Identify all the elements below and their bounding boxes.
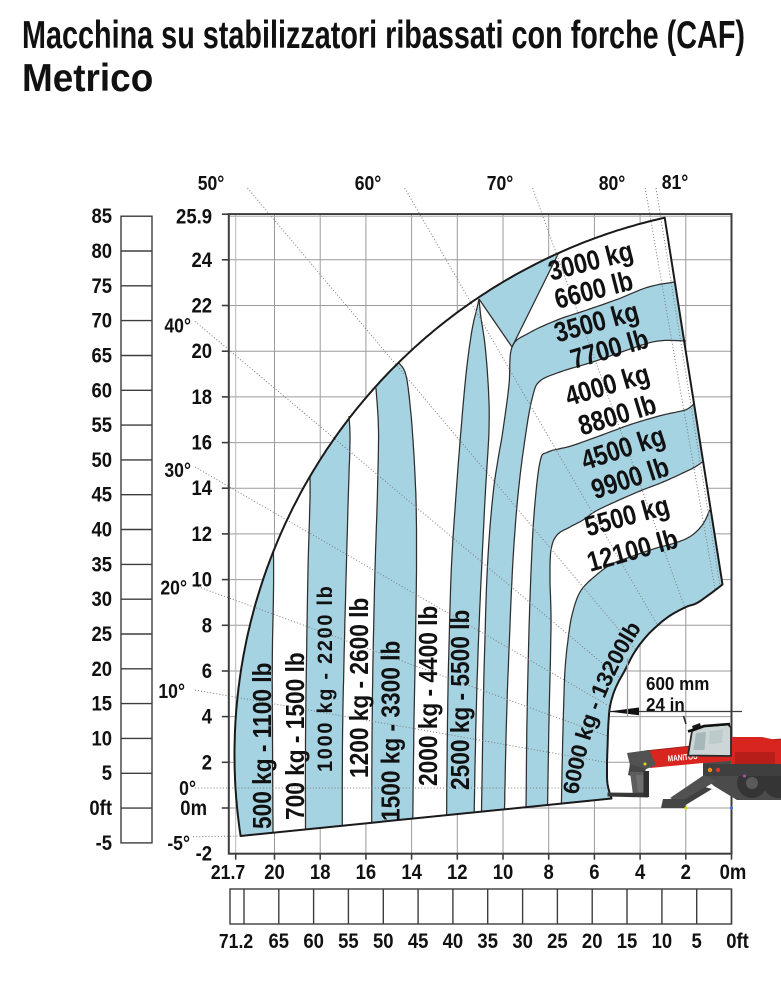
svg-text:70°: 70°: [487, 172, 514, 194]
svg-text:-2: -2: [196, 843, 212, 866]
svg-text:80°: 80°: [599, 172, 626, 194]
svg-text:16: 16: [356, 861, 377, 884]
svg-text:30: 30: [512, 930, 533, 953]
svg-text:50°: 50°: [198, 172, 225, 194]
svg-text:10: 10: [652, 930, 673, 953]
svg-text:75: 75: [91, 275, 112, 298]
svg-text:60°: 60°: [355, 172, 382, 194]
svg-text:6: 6: [589, 861, 599, 884]
svg-text:6: 6: [202, 660, 212, 683]
svg-text:4: 4: [202, 706, 212, 729]
svg-text:55: 55: [91, 414, 112, 437]
svg-text:70: 70: [91, 310, 112, 333]
svg-text:10: 10: [191, 569, 212, 592]
svg-text:4: 4: [635, 861, 645, 884]
svg-text:Macchina su stabilizzatori rib: Macchina su stabilizzatori ribassati con…: [22, 14, 745, 57]
svg-text:0m: 0m: [180, 797, 207, 820]
svg-text:1500 kg - 3300 lb: 1500 kg - 3300 lb: [377, 641, 406, 821]
svg-text:60: 60: [303, 930, 324, 953]
svg-text:14: 14: [401, 861, 422, 884]
svg-text:65: 65: [91, 344, 112, 367]
svg-text:18: 18: [310, 861, 331, 884]
svg-text:10: 10: [493, 861, 514, 884]
svg-text:81°: 81°: [662, 171, 689, 193]
svg-text:65: 65: [269, 930, 290, 953]
svg-text:15: 15: [91, 693, 112, 716]
svg-text:0m: 0m: [720, 861, 747, 884]
svg-text:0ft: 0ft: [89, 797, 112, 820]
svg-text:8: 8: [544, 861, 554, 884]
svg-text:25: 25: [91, 623, 112, 646]
svg-text:20: 20: [582, 930, 603, 953]
svg-text:30: 30: [91, 588, 112, 611]
svg-text:2000 kg - 4400 lb: 2000 kg - 4400 lb: [415, 606, 444, 786]
svg-text:-5°: -5°: [167, 832, 190, 854]
svg-text:45: 45: [408, 930, 429, 953]
svg-text:85: 85: [91, 205, 112, 228]
svg-text:Metrico: Metrico: [22, 57, 153, 100]
svg-text:8: 8: [202, 614, 212, 637]
svg-text:50: 50: [373, 930, 394, 953]
svg-text:2: 2: [681, 861, 691, 884]
svg-text:40: 40: [91, 518, 112, 541]
svg-text:700 kg - 1500 lb: 700 kg - 1500 lb: [282, 652, 311, 820]
svg-text:12: 12: [191, 523, 212, 546]
svg-text:60: 60: [91, 379, 112, 402]
svg-text:30°: 30°: [164, 459, 191, 481]
svg-text:10: 10: [91, 727, 112, 750]
svg-text:21.7: 21.7: [211, 861, 245, 883]
svg-text:20°: 20°: [160, 576, 187, 598]
svg-text:20: 20: [91, 658, 112, 681]
svg-text:2500 kg - 5500 lb: 2500 kg - 5500 lb: [447, 610, 476, 790]
svg-text:18: 18: [191, 386, 212, 409]
svg-text:24: 24: [191, 249, 212, 272]
svg-text:71.2: 71.2: [219, 930, 253, 952]
svg-text:40°: 40°: [164, 315, 191, 337]
svg-text:5: 5: [102, 762, 112, 785]
svg-text:0°: 0°: [179, 777, 196, 799]
svg-text:1200 kg - 2600 lb: 1200 kg - 2600 lb: [346, 598, 375, 778]
svg-text:45: 45: [91, 484, 112, 507]
svg-text:14: 14: [191, 477, 212, 500]
svg-text:15: 15: [617, 930, 638, 953]
svg-text:-5: -5: [96, 832, 112, 855]
svg-text:35: 35: [477, 930, 498, 953]
svg-text:16: 16: [191, 432, 212, 455]
svg-text:5: 5: [692, 930, 702, 953]
svg-text:50: 50: [91, 449, 112, 472]
svg-text:20: 20: [264, 861, 285, 884]
svg-text:0ft: 0ft: [726, 930, 749, 953]
svg-text:25: 25: [547, 930, 568, 953]
svg-text:24 in: 24 in: [646, 694, 685, 715]
svg-text:25.9: 25.9: [176, 205, 212, 228]
svg-text:40: 40: [443, 930, 464, 953]
svg-text:55: 55: [338, 930, 359, 953]
svg-text:35: 35: [91, 553, 112, 576]
svg-text:600 mm: 600 mm: [646, 673, 709, 694]
svg-text:20: 20: [191, 340, 212, 363]
svg-text:80: 80: [91, 240, 112, 263]
svg-text:12: 12: [447, 861, 468, 884]
svg-text:2: 2: [202, 751, 212, 774]
svg-text:500 kg - 1100 lb: 500 kg - 1100 lb: [249, 663, 278, 829]
svg-text:10°: 10°: [158, 680, 185, 702]
svg-text:22: 22: [191, 294, 212, 317]
svg-text:1000 kg - 2200 lb: 1000 kg - 2200 lb: [314, 584, 338, 772]
